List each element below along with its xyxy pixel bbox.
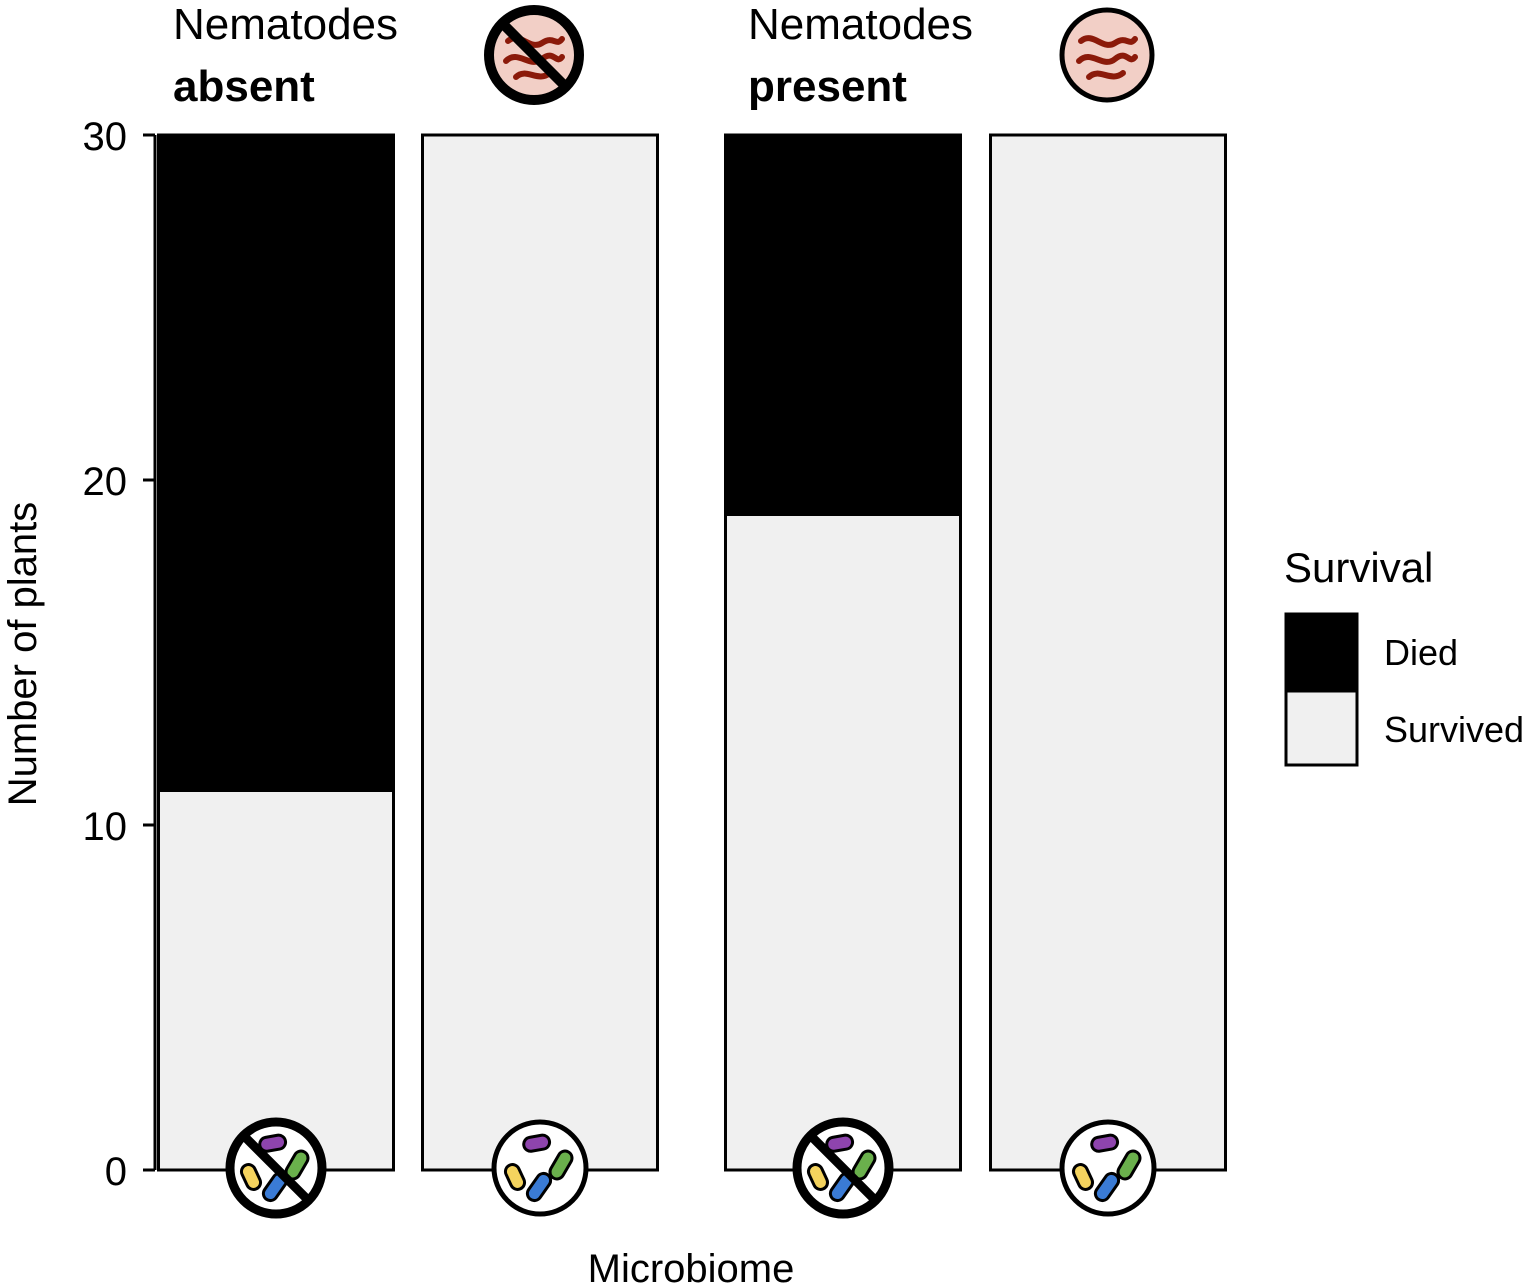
legend-label-survived: Survived	[1384, 709, 1524, 750]
bar-area	[157, 133, 1227, 1172]
y-tick-label: 30	[83, 115, 128, 159]
y-tick-label: 10	[83, 805, 128, 849]
legend-title: Survival	[1284, 544, 1433, 591]
legend-key-survived	[1284, 689, 1359, 767]
legend-key-died	[1284, 612, 1359, 690]
facet-title-absent-line1: Nematodes	[173, 0, 399, 49]
y-tick-label: 0	[105, 1150, 127, 1194]
facet-title-present-line2: present	[748, 62, 907, 111]
microbiome-present-icon	[1059, 1119, 1157, 1217]
facet-title-absent: Nematodes absent	[173, 0, 398, 118]
facet-title-absent-line2: absent	[173, 62, 315, 111]
category-icons	[225, 1117, 1157, 1219]
facet-title-present-line1: Nematodes	[748, 0, 974, 49]
y-axis: 0 10 20 30	[83, 115, 157, 1194]
legend: Survival Died Survived	[1284, 544, 1524, 767]
bar-died-segment	[724, 133, 962, 516]
nematode-crossed-icon	[484, 5, 584, 105]
bar-survived-segment	[421, 133, 659, 1172]
nematode-icon	[1059, 7, 1155, 103]
bar-survived-segment	[989, 133, 1227, 1172]
facet-icons	[484, 5, 1155, 105]
bar-survived-segment	[157, 789, 395, 1172]
x-axis-label: Microbiome	[588, 1247, 795, 1287]
y-axis-label: Number of plants	[1, 502, 45, 807]
microbiome-absent-icon	[225, 1117, 327, 1219]
microbiome-present-icon	[491, 1119, 589, 1217]
facet-title-present: Nematodes present	[748, 0, 973, 118]
bar-died-segment	[157, 133, 395, 792]
microbiome-absent-icon	[792, 1117, 894, 1219]
legend-label-died: Died	[1384, 632, 1458, 673]
bar-survived-segment	[724, 513, 962, 1172]
y-tick-label: 20	[83, 460, 128, 504]
